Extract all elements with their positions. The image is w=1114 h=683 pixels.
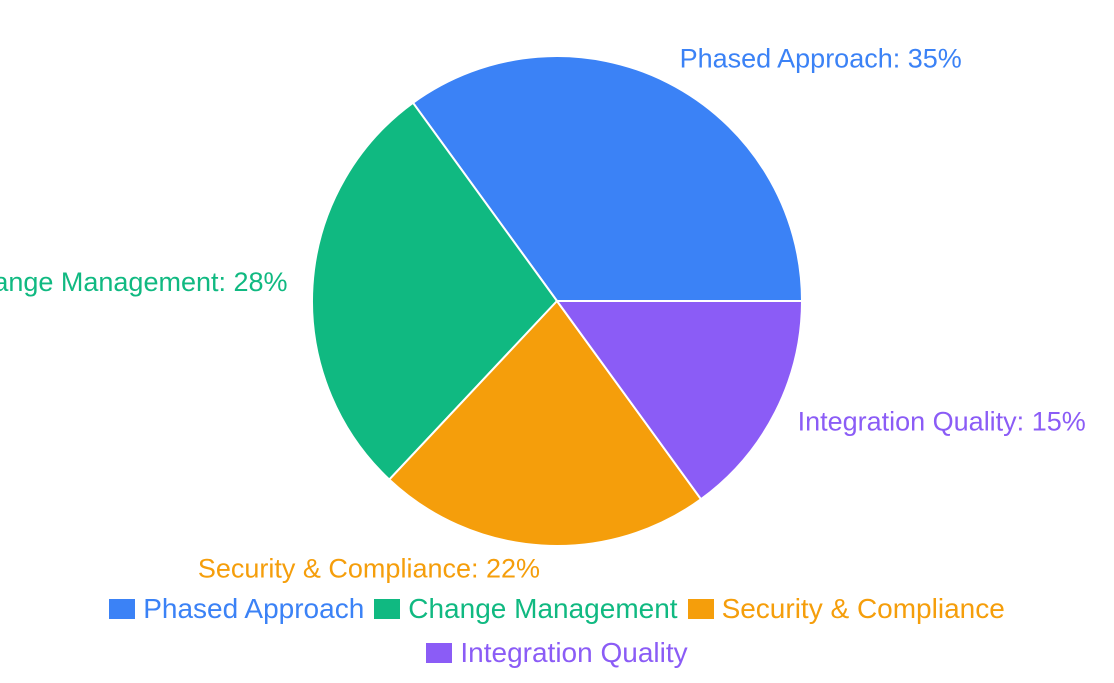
pie-slice-security-compliance[interactable] bbox=[387, 299, 703, 547]
legend-item-integration-quality[interactable]: Integration Quality bbox=[426, 631, 688, 675]
slice-label-security-compliance: Security & Compliance: 22% bbox=[198, 554, 540, 584]
slice-label-phased-approach: Phased Approach: 35% bbox=[680, 44, 962, 74]
pie-slice-integration-quality[interactable] bbox=[555, 300, 804, 501]
legend-swatch-phased-approach bbox=[109, 599, 136, 619]
legend-row-2: Integration Quality bbox=[0, 631, 1114, 675]
pie-slice-phased-approach[interactable] bbox=[411, 55, 804, 302]
legend-swatch-integration-quality bbox=[426, 643, 453, 663]
slice-label-integration-quality: Integration Quality: 15% bbox=[798, 407, 1086, 437]
chart-legend: Phased Approach Change Management Securi… bbox=[0, 587, 1114, 675]
legend-item-security-compliance[interactable]: Security & Compliance bbox=[687, 587, 1005, 631]
pie-slice-change-management[interactable] bbox=[311, 101, 559, 482]
legend-label-phased-approach: Phased Approach bbox=[143, 593, 365, 624]
legend-item-change-management[interactable]: Change Management bbox=[374, 587, 678, 631]
legend-swatch-change-management bbox=[374, 599, 401, 619]
legend-item-phased-approach[interactable]: Phased Approach bbox=[109, 587, 364, 631]
slice-label-change-management: Change Management: 28% bbox=[0, 267, 288, 297]
pie-slice-labels: Phased Approach: 35% Change Management: 2… bbox=[0, 44, 1086, 584]
legend-label-security-compliance: Security & Compliance bbox=[721, 593, 1005, 624]
legend-swatch-security-compliance bbox=[687, 599, 714, 619]
pie-slices bbox=[311, 55, 804, 547]
legend-row-1: Phased Approach Change Management Securi… bbox=[0, 587, 1114, 631]
legend-label-integration-quality: Integration Quality bbox=[460, 637, 688, 668]
legend-label-change-management: Change Management bbox=[408, 593, 678, 624]
